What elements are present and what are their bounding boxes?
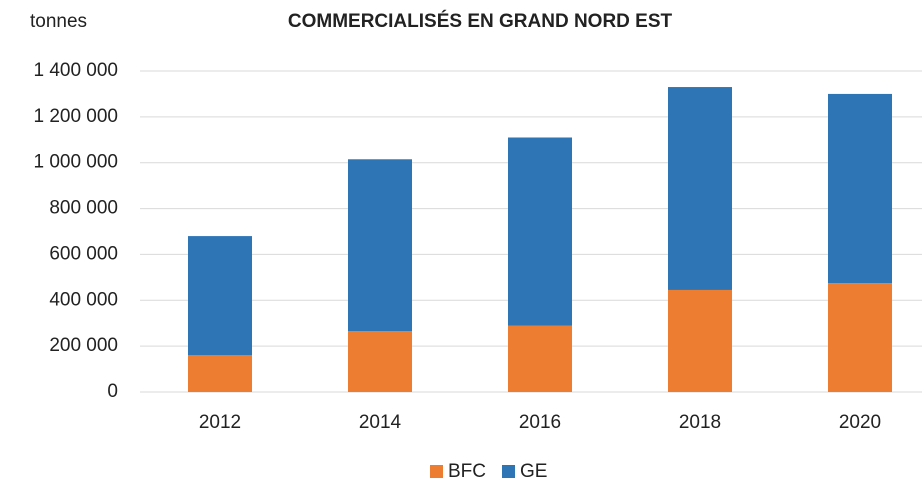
x-tick-label: 2018 bbox=[679, 412, 721, 433]
bar-segment bbox=[668, 87, 732, 290]
y-axis-label: tonnes bbox=[30, 11, 87, 32]
x-tick-label: 2020 bbox=[839, 412, 881, 433]
legend-swatch bbox=[502, 465, 515, 478]
x-tick-label: 2012 bbox=[199, 412, 241, 433]
y-tick-label: 1 200 000 bbox=[33, 106, 118, 127]
bar-segment bbox=[188, 355, 252, 392]
legend-swatch bbox=[430, 465, 443, 478]
y-tick-label: 400 000 bbox=[49, 289, 118, 310]
bar-segment bbox=[508, 137, 572, 326]
bar-segment bbox=[668, 289, 732, 392]
bar-segment bbox=[828, 93, 892, 284]
bar-segment bbox=[508, 325, 572, 392]
chart-title: COMMERCIALISÉS EN GRAND NORD EST bbox=[288, 10, 673, 32]
y-tick-label: 0 bbox=[107, 381, 118, 402]
y-tick-label: 200 000 bbox=[49, 335, 118, 356]
y-tick-label: 1 400 000 bbox=[33, 60, 118, 81]
bar-segment bbox=[188, 236, 252, 356]
y-tick-label: 800 000 bbox=[49, 198, 118, 219]
legend-label: BFC bbox=[448, 461, 486, 482]
y-tick-label: 600 000 bbox=[49, 243, 118, 264]
y-tick-label: 1 000 000 bbox=[33, 152, 118, 173]
bar-segment bbox=[348, 331, 412, 392]
bar-segment bbox=[348, 159, 412, 332]
bar-segment bbox=[828, 283, 892, 392]
x-tick-label: 2016 bbox=[519, 412, 561, 433]
x-tick-label: 2014 bbox=[359, 412, 402, 433]
legend-label: GE bbox=[520, 461, 547, 482]
